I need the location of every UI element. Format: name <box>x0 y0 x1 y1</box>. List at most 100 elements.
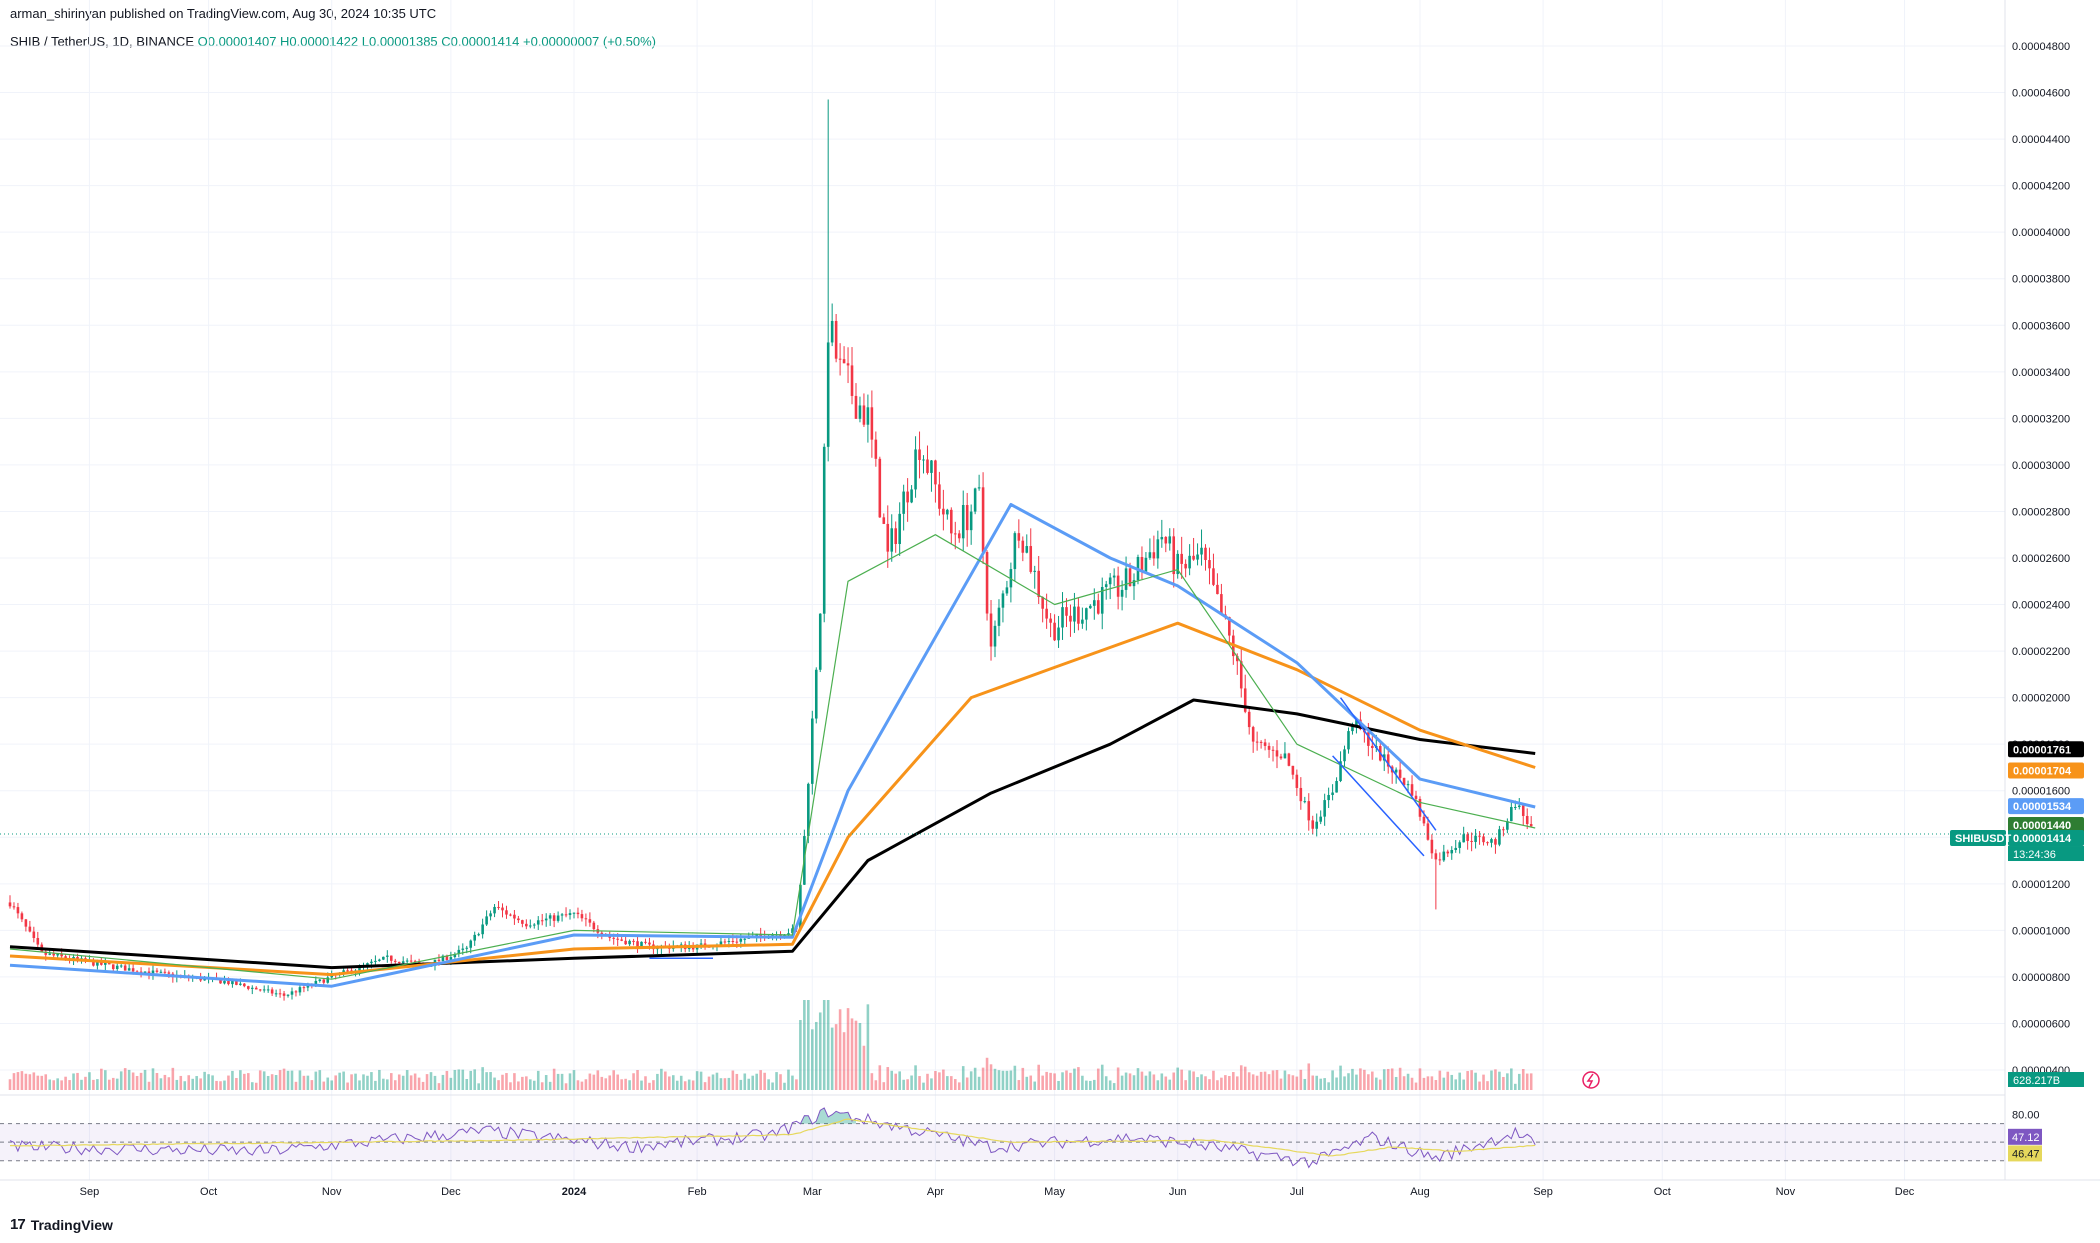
volume-bar <box>302 1075 306 1090</box>
volume-bar <box>104 1070 107 1090</box>
rsi-tick-label: 80.00 <box>2012 1109 2040 1121</box>
candle-body <box>1077 606 1080 624</box>
volume-bar <box>807 1000 810 1090</box>
candle-body <box>477 934 480 936</box>
volume-bar <box>413 1073 417 1090</box>
price-tag-label: 0.00001414 <box>2013 833 2072 845</box>
candle-body <box>1065 607 1068 616</box>
volume-bar <box>147 1081 151 1090</box>
volume-bar <box>727 1077 731 1090</box>
volume-bar <box>191 1078 194 1090</box>
volume-bar <box>254 1082 258 1090</box>
volume-bar <box>457 1069 461 1090</box>
candle-body <box>32 931 36 939</box>
volume-bar <box>644 1076 647 1090</box>
volume-bar <box>1176 1067 1179 1090</box>
volume-bar <box>699 1071 703 1090</box>
candle-body <box>957 533 961 539</box>
volume-bar <box>1529 1073 1533 1090</box>
price-tick-label: 0.00004000 <box>2012 227 2070 239</box>
volume-bar <box>1096 1068 1100 1090</box>
volume-bar <box>723 1078 727 1090</box>
candle-body <box>977 487 981 489</box>
candle-body <box>1466 834 1469 841</box>
volume-bar <box>993 1068 997 1090</box>
candle-body <box>850 365 854 396</box>
candle-body <box>552 915 556 921</box>
symbol-legend[interactable]: SHIB / TetherUS, 1D, BINANCE O0.00001407… <box>10 34 656 49</box>
candle-body <box>497 906 500 908</box>
volume-bar <box>1311 1075 1315 1090</box>
volume-bar <box>350 1074 353 1090</box>
volume-bar <box>469 1070 473 1090</box>
candle-body <box>1454 847 1458 851</box>
volume-bar <box>1005 1070 1009 1090</box>
volume-bar <box>477 1083 480 1090</box>
candle-body <box>104 962 107 965</box>
candle-body <box>36 938 40 945</box>
volume-bar <box>668 1076 671 1090</box>
volume-bar <box>1017 1080 1021 1090</box>
volume-bar <box>874 1080 878 1090</box>
candle-body <box>1204 547 1207 561</box>
volume-bar <box>1291 1075 1295 1090</box>
candle-body <box>12 906 16 908</box>
price-axis[interactable]: 0.00004800 0.00004600 0.00004400 0.00004200… <box>2012 41 2070 1077</box>
volume-bar <box>584 1079 588 1090</box>
volume-bar <box>902 1079 905 1090</box>
volume-bar <box>1398 1067 1402 1090</box>
time-tick-label: Dec <box>1895 1186 1915 1198</box>
volume-bar <box>433 1075 437 1090</box>
candle-body <box>1164 536 1168 544</box>
volume-bar <box>461 1069 465 1090</box>
candle-body <box>60 954 63 957</box>
candle-body <box>48 953 52 955</box>
volume-bar <box>632 1073 635 1090</box>
candle-body <box>1057 627 1060 641</box>
candle-body <box>938 484 941 509</box>
volume-bar <box>282 1068 286 1090</box>
candle-body <box>1470 840 1473 842</box>
candle-body <box>576 912 580 915</box>
volume-bar <box>981 1067 985 1090</box>
candle-body <box>1184 563 1187 569</box>
volume-bar <box>898 1071 901 1090</box>
volume-bar <box>219 1081 222 1090</box>
volume-bar <box>1303 1078 1307 1090</box>
candle-body <box>1005 587 1009 594</box>
price-tag-label: 0.00001704 <box>2013 766 2072 778</box>
volume-bar <box>997 1070 1001 1090</box>
volume-bar <box>1462 1079 1465 1090</box>
volume-bar <box>362 1074 365 1090</box>
candle-body <box>521 920 524 924</box>
candlesticks <box>8 99 1533 1001</box>
volume-bar <box>719 1078 723 1090</box>
symbol-tag-label: SHIBUSDT <box>1955 833 2012 845</box>
time-tick-label: Oct <box>1654 1186 1671 1198</box>
volume-bar <box>1307 1063 1311 1090</box>
volume-bar <box>1517 1073 1521 1090</box>
candle-body <box>628 940 631 945</box>
candle-body <box>489 913 492 917</box>
volume-bar <box>473 1069 476 1090</box>
candle-body <box>1247 711 1251 728</box>
time-axis[interactable]: Sep Oct Nov Dec 2024 Feb Mar Apr May Jun Jul Aug Sep… <box>80 1186 1915 1198</box>
candle-body <box>1104 584 1108 587</box>
candle-body <box>834 320 838 359</box>
price-tick-label: 0.00004800 <box>2012 41 2070 53</box>
candle-body <box>1287 753 1291 766</box>
candle-body <box>910 489 913 503</box>
tradingview-logo[interactable]: 17 TradingView <box>10 1216 113 1233</box>
candle-body <box>1450 850 1454 854</box>
volume-bar <box>795 1079 798 1090</box>
time-tick-label: Nov <box>1776 1186 1796 1198</box>
volume-bar <box>1093 1079 1096 1090</box>
volume-bar <box>286 1070 290 1090</box>
rsi-ma-line <box>9 1118 1536 1157</box>
volume-bar <box>231 1070 234 1090</box>
candle-body <box>457 949 461 955</box>
volume-bar <box>592 1074 596 1090</box>
candle-body <box>76 956 79 960</box>
volume-bar <box>989 1064 993 1090</box>
